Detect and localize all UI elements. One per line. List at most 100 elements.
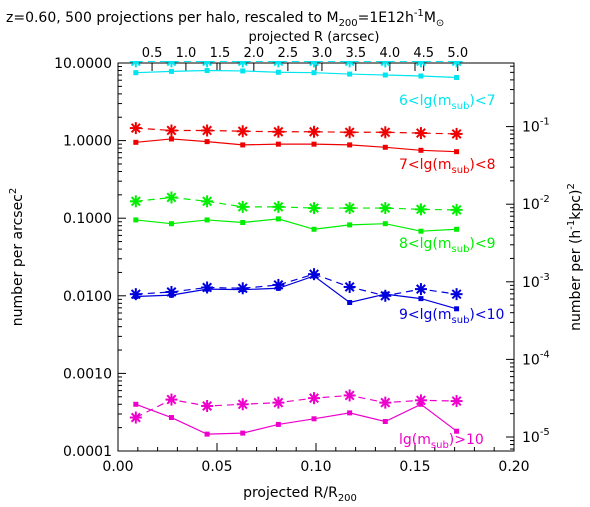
x-axis-label: projected R/R200	[243, 485, 357, 504]
y-axis-label: number per arcsec2	[8, 188, 26, 327]
star-marker-stroke	[380, 397, 391, 408]
right-axis-label: number per (h-1kpc)2	[566, 183, 584, 331]
right-tick-label: 10-1	[522, 117, 550, 136]
square-marker	[168, 68, 174, 74]
square-marker	[204, 217, 210, 223]
square-marker	[454, 75, 460, 81]
square-marker	[275, 285, 281, 291]
series-label: 8<lg(msub)<9	[399, 236, 496, 255]
star-marker-stroke	[273, 201, 284, 212]
right-tick-label: 10-5	[522, 427, 550, 446]
star-marker-stroke	[130, 61, 138, 67]
square-marker	[347, 410, 353, 416]
series-label: lg(msub)>10	[399, 432, 484, 451]
y-tick-label: 0.1000	[63, 211, 112, 227]
star-marker-stroke	[344, 203, 355, 214]
star-marker-stroke	[309, 61, 316, 67]
square-marker	[204, 286, 210, 292]
square-marker	[311, 416, 317, 422]
square-marker	[382, 291, 388, 297]
star-marker-stroke	[415, 204, 426, 215]
series-dashed-line	[135, 273, 457, 297]
square-marker	[454, 428, 460, 434]
top-tick-label: 2.5	[278, 46, 299, 61]
star-marker-stroke	[237, 399, 248, 410]
square-marker	[275, 421, 281, 427]
right-tick-label: 10-3	[522, 272, 550, 291]
star-marker-stroke	[237, 61, 245, 67]
star-marker-stroke	[309, 126, 319, 137]
square-marker	[204, 139, 210, 145]
series	[129, 268, 463, 312]
star-marker-stroke	[344, 390, 355, 401]
square-marker	[311, 141, 317, 147]
star-marker-stroke	[202, 61, 209, 67]
square-marker	[133, 293, 139, 299]
series	[129, 389, 463, 437]
top-axis-label: projected R (arcsec)	[249, 30, 380, 45]
square-marker	[133, 217, 139, 223]
square-marker	[382, 72, 388, 78]
series-solid-line	[135, 138, 457, 153]
star-marker-stroke	[130, 412, 141, 423]
square-marker	[275, 216, 281, 222]
star-marker-stroke	[309, 393, 319, 404]
top-tick-label: 1.5	[210, 46, 231, 61]
square-marker	[382, 221, 388, 227]
square-marker	[133, 401, 139, 407]
star-marker-stroke	[451, 396, 462, 407]
star-marker-stroke	[273, 279, 284, 290]
series-solid-line	[135, 69, 457, 79]
star-marker-stroke	[166, 125, 177, 136]
star-marker-stroke	[415, 61, 423, 67]
star-marker-stroke	[273, 61, 281, 67]
square-marker	[168, 221, 174, 227]
square-marker	[418, 401, 424, 407]
series-label: 9<lg(msub)<10	[399, 307, 504, 326]
star-marker-stroke	[415, 284, 426, 295]
right-axis-ticks: 10-1 10-2 10-3 10-4 10-5	[506, 65, 550, 450]
series	[129, 61, 463, 81]
square-marker	[240, 220, 246, 226]
square-marker	[168, 415, 174, 421]
series-label: 6<lg(msub)<7	[399, 93, 496, 112]
star-marker-stroke	[415, 395, 426, 406]
square-marker	[240, 68, 246, 74]
top-tick-label: 0.5	[142, 46, 163, 61]
square-marker	[311, 70, 317, 76]
star-marker-stroke	[237, 126, 248, 137]
star-marker-stroke	[202, 196, 213, 207]
star-marker-stroke	[344, 282, 355, 292]
square-marker	[418, 73, 424, 79]
star-marker-stroke	[166, 192, 177, 203]
square-marker	[204, 431, 210, 437]
series-dashed-line	[135, 196, 457, 211]
series-dashed-line	[135, 394, 457, 419]
star-marker-stroke	[130, 196, 141, 207]
square-marker	[382, 418, 388, 424]
square-marker	[418, 147, 424, 153]
series-solid-line	[135, 275, 457, 310]
square-marker	[418, 296, 424, 302]
series	[129, 122, 463, 155]
square-marker	[275, 141, 281, 147]
x-tick-label: 0.15	[399, 459, 430, 475]
star-marker-stroke	[451, 204, 462, 215]
square-marker	[168, 292, 174, 298]
square-marker	[240, 287, 246, 293]
y-tick-label: 1.0000	[63, 134, 112, 150]
square-marker	[454, 149, 460, 155]
x-axis-ticks: 0.00 0.05 0.10 0.15 0.20	[102, 63, 530, 475]
y-tick-label: 0.0010	[63, 366, 112, 382]
series-label: 7<lg(msub)<8	[399, 157, 496, 176]
star-marker-stroke	[380, 203, 391, 214]
star-marker-stroke	[166, 394, 177, 405]
x-tick-label: 0.20	[498, 459, 529, 475]
top-axis-ticks: 0.5 1.0 1.5 2.0 2.5 3.0 3.5 4.0 4.5 5.0	[142, 46, 468, 71]
square-marker	[347, 222, 353, 228]
square-marker	[204, 68, 210, 74]
top-tick-label: 3.0	[312, 46, 333, 61]
star-marker-stroke	[237, 201, 248, 212]
star-marker-stroke	[415, 128, 426, 139]
series-labels: 6<lg(msub)<7 7<lg(msub)<8 8<lg(msub)<9 9<lg…	[399, 93, 504, 451]
